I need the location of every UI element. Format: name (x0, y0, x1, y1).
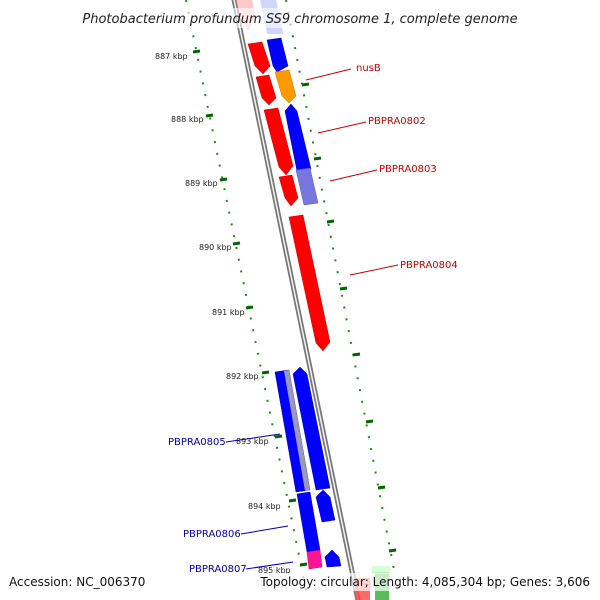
tick-label-890: 890 kbp (199, 243, 232, 252)
tick-label-892: 892 kbp (226, 372, 259, 381)
gene-pbpra0805[interactable] (292, 366, 331, 491)
gene-pbpra0803-forward[interactable] (278, 174, 299, 207)
map-title: Photobacterium profundum SS9 chromosome … (82, 12, 517, 27)
gene-pbpra0806-arrow[interactable] (315, 489, 336, 523)
tick-label-891: 891 kbp (212, 308, 245, 317)
inner-tick-ring (185, 0, 307, 591)
tick-label-894: 894 kbp (248, 502, 281, 511)
label-pbpra0805[interactable]: PBPRA0805 (168, 437, 226, 448)
label-connectors (225, 68, 399, 570)
label-pbpra0803[interactable]: PBPRA0803 (379, 164, 437, 175)
tick-marks (192, 49, 397, 567)
gene-pbpra0804[interactable] (288, 214, 331, 352)
faded-gene-bottom-pale (372, 566, 390, 574)
tick-label-895: 895 kbp (258, 566, 291, 575)
gene-pbpra0802-forward[interactable] (263, 107, 294, 176)
tick-label-887: 887 kbp (155, 52, 188, 61)
label-pbpra0804[interactable]: PBPRA0804 (400, 260, 458, 271)
label-nusb[interactable]: nusB (356, 63, 381, 74)
footer-backing-left (6, 573, 148, 591)
title-backing (68, 8, 532, 28)
tick-label-889: 889 kbp (185, 179, 218, 188)
label-pbpra0802[interactable]: PBPRA0802 (368, 116, 426, 127)
backbone-inner (233, 0, 359, 600)
gene-pbpra0803[interactable] (295, 167, 319, 206)
footer-backing-right (258, 573, 594, 591)
gene-pbpra0805-shade (284, 370, 310, 491)
gene-orange-feature[interactable] (274, 69, 297, 104)
tick-label-888: 888 kbp (171, 115, 204, 124)
tick-label-893: 893 kbp (236, 437, 269, 446)
outer-tick-ring (285, 0, 396, 576)
gene-nusb-upstream[interactable] (247, 41, 271, 75)
label-pbpra0807[interactable]: PBPRA0807 (189, 564, 247, 575)
gene-pink-feature[interactable] (306, 549, 323, 570)
label-pbpra0806[interactable]: PBPRA0806 (183, 529, 241, 540)
genome-summary-text: Topology: circular; Length: 4,085,304 bp… (259, 575, 590, 589)
gene-pbpra0802[interactable] (284, 103, 312, 172)
gene-nusb[interactable] (255, 74, 277, 106)
accession-text: Accession: NC_006370 (9, 575, 145, 589)
gene-pbpra0806[interactable] (296, 491, 321, 553)
gene-pbpra0807[interactable] (324, 549, 342, 568)
gene-upper-blue[interactable] (266, 37, 289, 73)
